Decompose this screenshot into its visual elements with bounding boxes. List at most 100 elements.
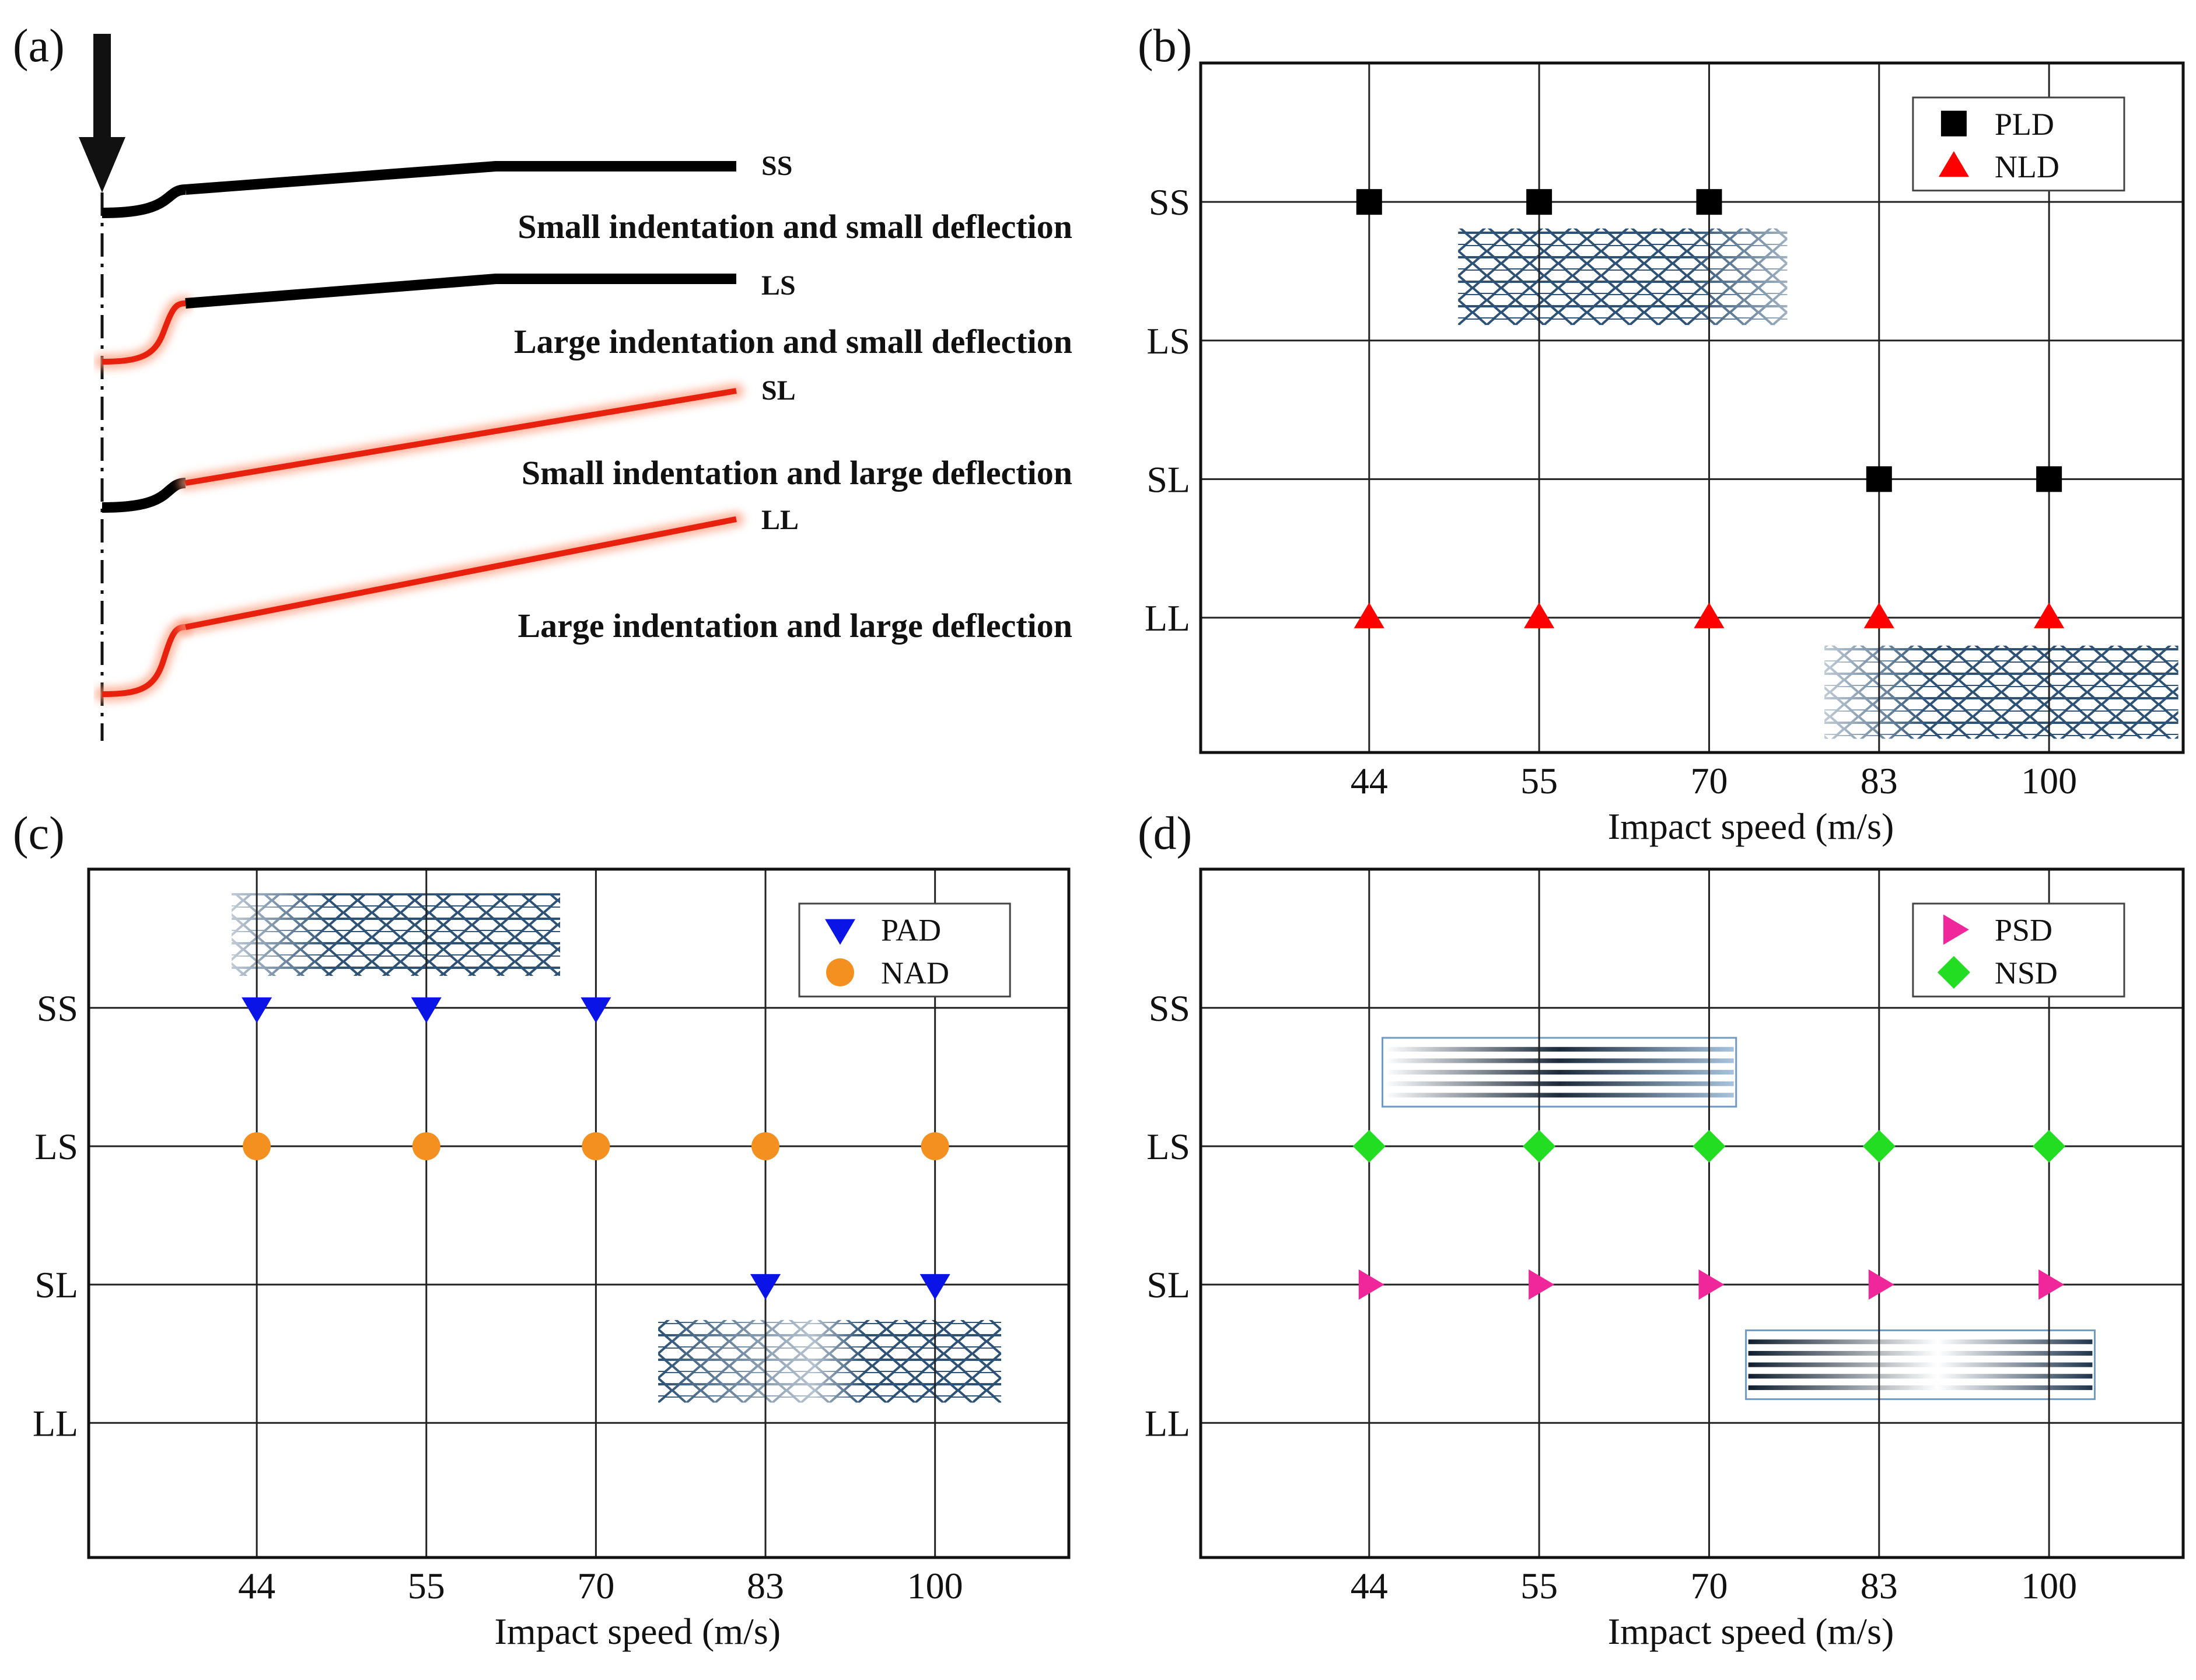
panel-label-b: (b) (1138, 20, 1192, 72)
data-point (1356, 189, 1382, 215)
y-tick-label: SS (1149, 988, 1190, 1029)
x-tick-label: 100 (2021, 1565, 2077, 1606)
y-tick-label: LS (1146, 1126, 1190, 1167)
plot-frame (1199, 867, 2185, 1559)
plot-frame (87, 867, 1071, 1559)
curve-end-tag: SL (761, 375, 796, 406)
panel-label-c: (c) (13, 808, 65, 859)
honeycomb-image (1458, 228, 1788, 326)
data-point (1358, 1269, 1384, 1300)
data-point (1862, 1129, 1896, 1163)
data-point (1354, 602, 1384, 628)
legend-marker (1940, 110, 1967, 136)
legend-marker (1943, 914, 1969, 945)
x-tick-label: 70 (1690, 760, 1728, 802)
data-point (1866, 466, 1892, 492)
curve-caption: Small indentation and small deflection (517, 208, 1072, 246)
curve-ll: LL Large indentation and large deflection (95, 505, 1072, 702)
data-point (581, 997, 611, 1023)
data-point (750, 1274, 781, 1300)
data-point (1352, 1129, 1386, 1163)
series-nld (1354, 602, 2065, 628)
x-tick-label: 100 (2021, 760, 2077, 802)
curve-caption: Large indentation and small deflection (514, 323, 1072, 360)
curve-indentation-line (102, 624, 186, 697)
y-tick-label: LL (1145, 1402, 1190, 1444)
legend: PLD NLD (1912, 96, 2125, 192)
panel-a-schematic: (a) SS Small indentation and small deflec… (13, 20, 1072, 741)
chart-c: (c) 44 55 70 83 100 SS LS SL LL Impact speed (m/s… (13, 808, 1071, 1652)
curve-indentation-line (102, 300, 186, 365)
x-tick-label: 44 (1351, 760, 1388, 802)
legend-label: PLD (1995, 107, 2054, 142)
legend-label: NLD (1995, 149, 2059, 184)
series-psd (1358, 1269, 2065, 1300)
series-pld (1356, 189, 2062, 492)
data-point (2033, 1129, 2066, 1163)
x-axis-label: Impact speed (m/s) (1608, 1611, 1894, 1652)
chart-d: (d) 44 55 70 83 100 SS LS SL LL Impact speed (m/s… (1138, 808, 2185, 1652)
data-point (582, 1132, 610, 1160)
data-point (919, 1274, 950, 1300)
y-tick-label: LS (1146, 320, 1190, 362)
honeycomb-image (1824, 645, 2178, 739)
curve-deflection-line (185, 516, 737, 630)
curve-caption: Small indentation and large deflection (522, 454, 1072, 492)
x-tick-label: 100 (907, 1565, 963, 1606)
x-tick-label: 83 (747, 1565, 784, 1606)
curve-deflection-line (185, 274, 736, 309)
legend: PAD NAD (798, 902, 1011, 998)
x-tick-label: 70 (1690, 1565, 1728, 1606)
series-nsd (1352, 1129, 2066, 1163)
data-point (1693, 1129, 1726, 1163)
curve-end-tag: LS (761, 270, 796, 301)
data-point (411, 997, 442, 1023)
legend-label: PSD (1995, 913, 2052, 948)
curve-end-tag: LL (761, 505, 799, 536)
data-point (1696, 189, 1722, 215)
data-point (412, 1132, 440, 1160)
x-tick-label: 55 (1520, 1565, 1558, 1606)
y-tick-label: LL (1145, 597, 1190, 639)
x-tick-label: 55 (408, 1565, 445, 1606)
data-point (1523, 1129, 1556, 1163)
data-point (1526, 189, 1552, 215)
curve-indentation-line (102, 478, 186, 513)
data-point (1694, 602, 1725, 628)
schematic-curves: SS Small indentation and small deflection… (95, 150, 1072, 702)
curve-ls: LS Large indentation and small deflection (95, 270, 1072, 369)
curve-caption: Large indentation and large deflection (517, 607, 1072, 645)
data-point (1524, 602, 1555, 628)
data-point (1529, 1269, 1555, 1300)
curve-sl: SL Small indentation and large deflection (102, 375, 1072, 513)
panel-label-a: (a) (13, 20, 65, 72)
x-axis-label: Impact speed (m/s) (1608, 806, 1894, 847)
legend-marker (1937, 956, 1970, 989)
curve-deflection-line (185, 388, 737, 486)
data-point (243, 1132, 271, 1160)
y-tick-label: SL (1146, 1264, 1190, 1306)
series-nad (243, 1132, 949, 1160)
x-tick-label: 83 (1861, 760, 1898, 802)
y-tick-label: SS (37, 988, 78, 1029)
y-tick-label: SL (1146, 459, 1190, 500)
curve-deflection-line (185, 161, 736, 195)
data-point (2034, 602, 2065, 628)
layered-plate-image (1382, 1037, 1737, 1108)
data-point (1868, 1269, 1894, 1300)
honeycomb-image (658, 1320, 1002, 1403)
data-point (751, 1132, 780, 1160)
impact-arrow-icon (79, 34, 125, 192)
series-pad (242, 997, 950, 1300)
x-tick-label: 83 (1861, 1565, 1898, 1606)
legend-label: PAD (881, 913, 941, 948)
x-tick-label: 70 (577, 1565, 614, 1606)
legend-marker (1938, 151, 1969, 177)
data-point (921, 1132, 949, 1160)
curve-end-tag: SS (761, 150, 792, 181)
curve-ss: SS Small indentation and small deflection (102, 150, 1072, 246)
curve-indentation-line (102, 184, 186, 218)
legend-marker (825, 919, 855, 945)
data-point (2036, 466, 2062, 492)
